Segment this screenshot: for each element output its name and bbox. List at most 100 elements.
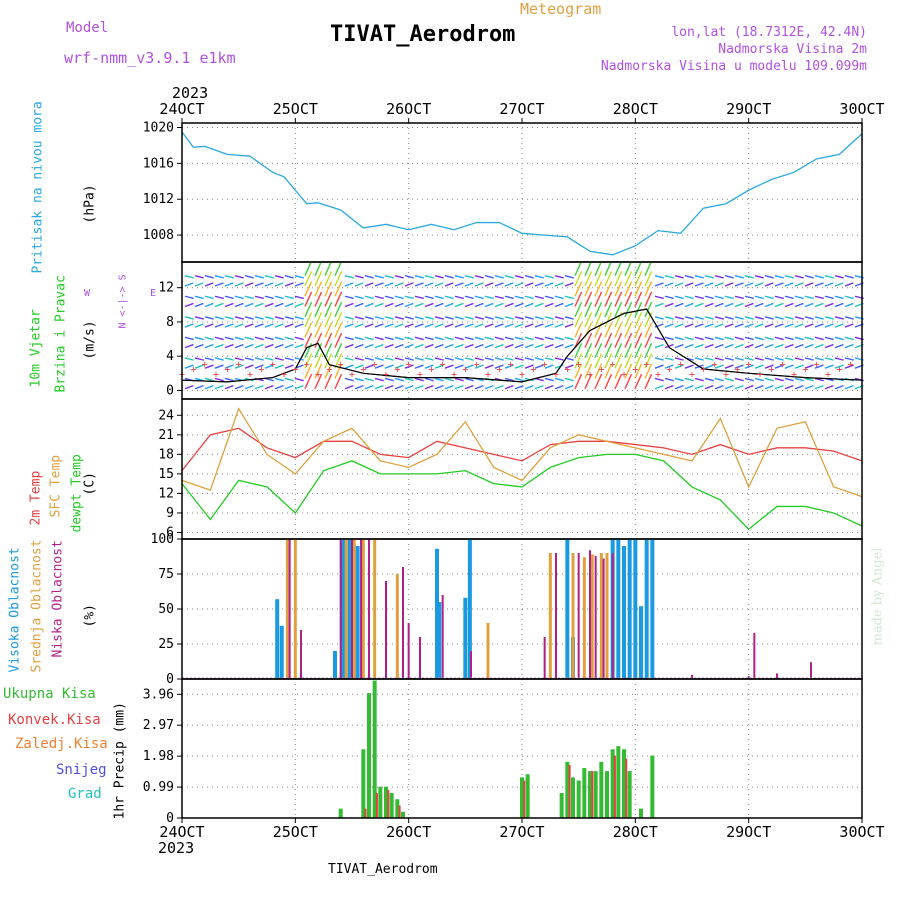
wind-barb xyxy=(504,275,514,279)
wind-barb xyxy=(274,316,284,320)
bar xyxy=(293,539,297,679)
wind-barb xyxy=(514,282,524,287)
bar xyxy=(577,553,580,679)
wind-barb xyxy=(204,282,214,287)
wind-barb xyxy=(674,282,684,287)
year-bottom: 2023 xyxy=(158,839,195,857)
bar xyxy=(387,789,390,818)
wind-barb xyxy=(634,271,643,287)
y-tick-label: 1012 xyxy=(143,192,174,207)
footer-station: TIVAT_Aerodrom xyxy=(328,862,438,877)
wind-barb xyxy=(814,316,824,320)
wind-barb xyxy=(844,323,854,328)
wind-barb xyxy=(664,357,674,361)
year-top: 2023 xyxy=(172,84,209,102)
wind-barb xyxy=(544,323,554,328)
wind-barb xyxy=(374,377,384,382)
bar xyxy=(407,623,410,679)
wind-barb xyxy=(734,336,744,341)
wind-barb xyxy=(254,295,264,300)
wind-barb xyxy=(694,282,704,287)
wind-barb xyxy=(564,364,574,369)
wind-barb xyxy=(784,357,794,361)
gust-marker: + xyxy=(700,364,706,375)
wind-barb xyxy=(414,302,424,308)
wind-barb xyxy=(444,323,454,328)
wind-barb xyxy=(654,377,664,382)
wind-barb xyxy=(334,260,343,276)
wind-barb xyxy=(644,301,653,318)
wind-barb xyxy=(384,316,394,320)
wind-barb xyxy=(484,336,494,341)
wind-barb xyxy=(264,323,274,328)
wind-barb xyxy=(734,357,744,361)
wind-barb xyxy=(364,316,374,320)
wind-barb xyxy=(704,316,714,320)
wind-barb xyxy=(754,336,764,341)
wind-barb xyxy=(424,323,434,328)
bar xyxy=(520,777,524,818)
wind-barb xyxy=(634,373,643,390)
wind-barb xyxy=(614,281,623,297)
wind-barb xyxy=(464,377,474,382)
wind-barb xyxy=(214,357,224,361)
wind-barb xyxy=(374,364,384,369)
wind-barb xyxy=(744,377,754,382)
y-tick-label: 1016 xyxy=(143,156,174,171)
wind-barb xyxy=(824,364,834,369)
gust-marker: + xyxy=(440,359,446,370)
wind-barb xyxy=(464,336,474,341)
wind-barb xyxy=(724,282,734,287)
wind-barb xyxy=(564,377,574,382)
wind-barb xyxy=(294,302,304,308)
wind-barb xyxy=(204,302,214,308)
wind-barb xyxy=(504,364,514,369)
wind-barb xyxy=(484,343,494,349)
y-tick-label: 1020 xyxy=(143,120,174,135)
wind-barb xyxy=(524,357,534,361)
gust-marker: + xyxy=(564,364,570,375)
wind-barb xyxy=(474,282,484,287)
wind-barb xyxy=(314,373,323,390)
wind-barb xyxy=(584,332,593,348)
wind-barb xyxy=(424,384,434,390)
wind-barb xyxy=(774,343,784,349)
wind-barb xyxy=(254,302,264,308)
wind-barb xyxy=(344,377,354,382)
wind-barb xyxy=(564,336,574,341)
wind-barb xyxy=(344,336,354,341)
wind-barb xyxy=(584,363,593,379)
wind-barb xyxy=(744,282,754,287)
wind-barb xyxy=(644,353,653,369)
wind-barb xyxy=(444,295,454,300)
wind-barb xyxy=(694,302,704,308)
wind-barb xyxy=(564,323,574,328)
bar xyxy=(378,786,383,818)
wind-barb xyxy=(294,275,304,279)
wind-barb xyxy=(324,322,333,338)
wind-barb xyxy=(384,336,394,341)
wind-barb xyxy=(324,260,333,276)
wind-barb xyxy=(444,275,454,279)
wind-barb xyxy=(674,357,684,361)
gust-marker: + xyxy=(485,370,491,381)
wind-barb xyxy=(554,282,564,287)
gust-marker: + xyxy=(349,370,355,381)
wind-barb xyxy=(364,323,374,328)
wind-barb xyxy=(754,282,764,287)
wind-barb xyxy=(404,357,414,361)
bar xyxy=(605,553,609,679)
wind-barb xyxy=(664,282,674,287)
wind-barb xyxy=(624,353,633,369)
x-tick-label-top: 28OCT xyxy=(613,100,658,118)
gust-marker: + xyxy=(553,370,559,381)
wind-barb xyxy=(184,282,194,287)
gust-marker: + xyxy=(247,370,253,381)
wind-barb xyxy=(304,281,313,297)
model-label: Model xyxy=(66,20,109,36)
wind-barb xyxy=(224,275,234,279)
wind-barb xyxy=(474,384,484,390)
wind-barb xyxy=(764,377,774,382)
wind-barb xyxy=(324,312,333,328)
wind-barb xyxy=(614,271,623,287)
